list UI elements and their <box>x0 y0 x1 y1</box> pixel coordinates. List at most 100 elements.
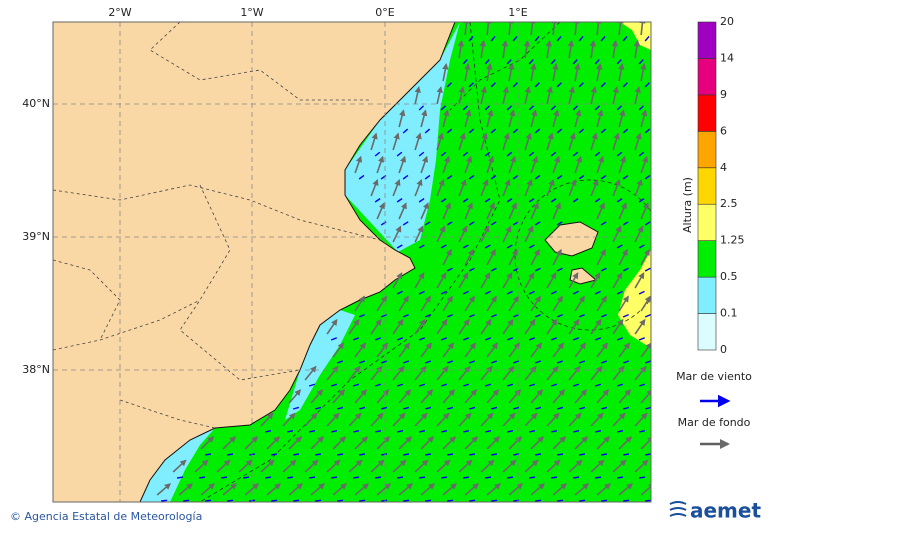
wind-arrow <box>550 198 557 203</box>
swell-arrow <box>574 63 581 82</box>
swell-arrow <box>260 412 274 427</box>
swell-arrow <box>552 63 559 82</box>
wind-arrow <box>396 337 403 341</box>
swell-arrow <box>486 295 497 312</box>
swell-arrow <box>392 272 403 289</box>
swell-arrow <box>524 459 539 473</box>
colorbar-segment <box>697 58 717 96</box>
swell-arrow <box>612 132 620 151</box>
wind-arrow <box>622 406 630 410</box>
wind-arrow <box>446 128 453 134</box>
wind-arrow <box>638 290 645 295</box>
swell-arrow <box>634 178 643 197</box>
swell-arrow <box>200 483 215 496</box>
swell-arrow <box>640 155 649 174</box>
wind-arrow <box>402 313 409 318</box>
wind-arrow <box>468 221 475 226</box>
wind-arrow <box>441 476 448 479</box>
swell-arrow <box>310 389 324 404</box>
wind-arrow <box>551 476 558 479</box>
swell-arrow <box>502 272 513 289</box>
swell-arrow <box>480 412 494 427</box>
wind-arrow <box>490 221 497 226</box>
swell-arrow <box>596 202 605 220</box>
swell-arrow <box>634 318 646 335</box>
swell-arrow <box>194 459 209 473</box>
wind-arrow <box>425 453 432 456</box>
wind-arrow <box>556 174 563 180</box>
swell-arrow <box>458 459 473 473</box>
wind-arrow <box>572 383 580 387</box>
wind-arrow <box>440 429 448 433</box>
wind-arrow <box>572 290 579 295</box>
swell-arrow <box>398 342 410 358</box>
wind-arrow <box>418 244 425 249</box>
wind-arrow <box>485 476 492 479</box>
wind-arrow <box>622 313 629 318</box>
swell-arrow <box>304 459 319 473</box>
swell-arrow <box>216 459 231 473</box>
swell-arrow <box>376 295 387 312</box>
swell-arrow <box>618 436 633 450</box>
swell-arrow <box>574 109 582 128</box>
swell-arrow <box>634 132 642 151</box>
wind-arrow <box>374 198 381 203</box>
wind-arrow <box>314 406 322 410</box>
wind-arrow <box>507 476 514 479</box>
swell-arrow <box>436 225 446 243</box>
wind-arrow <box>418 151 425 157</box>
wind-arrow <box>600 360 608 364</box>
swell-arrow <box>282 459 297 473</box>
swell-arrow <box>552 342 564 358</box>
swell-arrow <box>392 318 404 335</box>
wind-arrow <box>594 151 601 157</box>
wind-arrow <box>644 82 650 88</box>
wind-arrow <box>484 151 491 157</box>
wind-arrow <box>309 476 316 479</box>
swell-arrow <box>436 459 451 473</box>
swell-arrow <box>436 318 448 335</box>
swell-arrow <box>480 272 491 289</box>
legend-label: Mar de viento <box>676 370 752 383</box>
colorbar: 0 0.1 0.5 1.25 2.5 4 6 9 14 20 <box>697 15 745 356</box>
swell-arrow <box>457 39 465 59</box>
wind-arrow <box>358 174 365 180</box>
wind-arrow <box>418 198 425 203</box>
swell-arrow <box>612 318 624 335</box>
swell-arrow <box>442 342 454 358</box>
wind-arrow <box>578 360 586 364</box>
wind-arrow <box>374 429 382 433</box>
swell-arrow <box>464 63 471 82</box>
swell-arrow <box>200 436 215 450</box>
wind-arrow <box>601 499 608 502</box>
swell-arrow <box>568 86 575 105</box>
swell-arrow <box>524 225 534 243</box>
swell-arrow <box>442 436 457 450</box>
swell-arrow <box>326 459 341 473</box>
wind-arrow <box>396 429 404 433</box>
coastal-calm-area <box>285 310 355 420</box>
wind-arrow <box>622 82 628 88</box>
wind-arrow <box>484 105 491 111</box>
wind-arrow <box>579 499 586 502</box>
wind-arrow <box>490 174 497 180</box>
swell-arrow <box>618 483 633 496</box>
wind-arrow <box>352 383 360 387</box>
swell-arrow <box>617 22 624 36</box>
wind-arrow <box>446 82 452 88</box>
wind-arrow <box>578 128 585 134</box>
swell-arrow <box>589 39 597 59</box>
swell-arrow <box>238 459 253 473</box>
wind-arrow <box>512 313 519 318</box>
wind-arrow <box>374 383 382 387</box>
swell-arrow <box>414 178 423 197</box>
wind-arrow <box>418 383 426 387</box>
swell-arrow <box>502 318 514 335</box>
swell-arrow <box>370 365 383 381</box>
wind-arrow <box>468 82 474 88</box>
wind-arrow <box>550 290 557 295</box>
wind-arrow <box>484 59 490 65</box>
wind-arrow <box>556 221 563 226</box>
swell-arrow <box>618 155 627 174</box>
swell-arrow <box>523 39 531 59</box>
